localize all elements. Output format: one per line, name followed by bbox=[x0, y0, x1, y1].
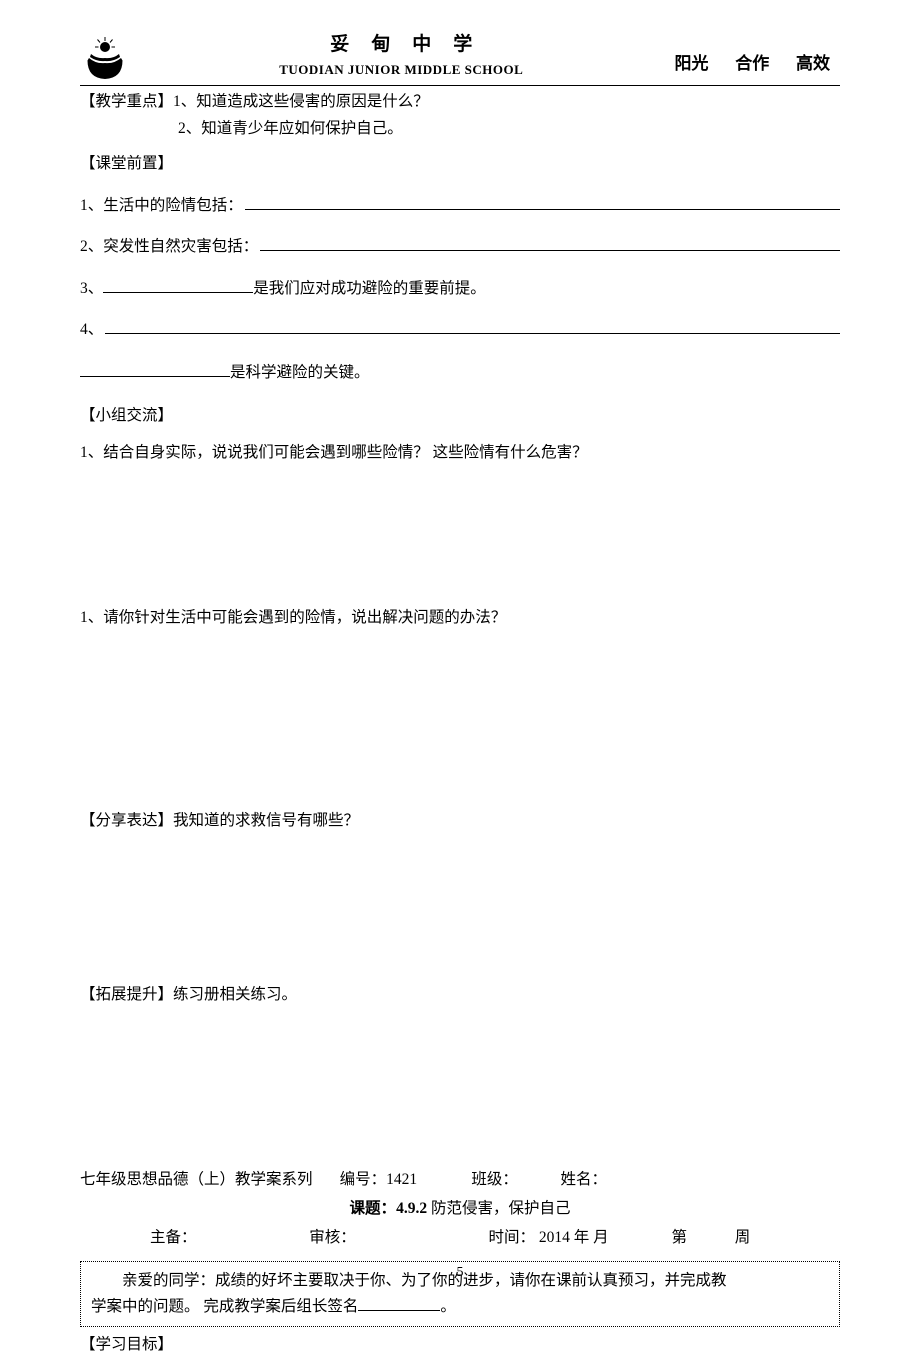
focus-item-2: 2、知道青少年应如何保护自己。 bbox=[178, 120, 403, 137]
notice-line-2: 学案中的问题。 完成教学案后组长签名 。 bbox=[91, 1294, 829, 1320]
q3-post: 是我们应对成功避险的重要前提。 bbox=[253, 277, 486, 302]
blank-line bbox=[260, 234, 840, 251]
code-value: 1421 bbox=[386, 1168, 417, 1193]
preclass-label: 【课堂前置】 bbox=[80, 152, 840, 177]
school-motto: 阳光 合作 高效 bbox=[653, 50, 840, 83]
title-label: 课题： bbox=[350, 1200, 397, 1217]
q1-text: 1、生活中的险情包括： bbox=[80, 194, 243, 219]
prep-label: 主备： bbox=[150, 1229, 197, 1246]
question-3: 3、 是我们应对成功避险的重要前提。 bbox=[80, 276, 840, 301]
spacer bbox=[518, 1168, 561, 1193]
blank-inline bbox=[80, 361, 230, 377]
group-discuss-label: 【小组交流】 bbox=[80, 404, 840, 429]
week-pre: 第 bbox=[671, 1229, 687, 1246]
week-post: 周 bbox=[735, 1229, 751, 1246]
class-label: 班级： bbox=[471, 1168, 518, 1193]
q2-text: 2、突发性自然灾害包括： bbox=[80, 235, 258, 260]
question-1: 1、生活中的险情包括： bbox=[80, 193, 840, 219]
blank-inline bbox=[103, 276, 253, 292]
motto-word: 阳光 bbox=[675, 54, 709, 73]
question-4-continued: 是科学避险的关键。 bbox=[80, 361, 840, 386]
school-name-block: 妥甸中学 TUODIAN JUNIOR MIDDLE SCHOOL bbox=[150, 30, 653, 83]
q-text: 请你针对生活中可能会遇到的险情，说出解决问题的办法？ bbox=[103, 609, 506, 626]
title-text: 防范侵害，保护自己 bbox=[431, 1200, 571, 1217]
meta-row-2: 主备： 审核： 时间： 2014 年 月 第 周 bbox=[80, 1226, 840, 1251]
code-label: 编号： bbox=[340, 1168, 387, 1193]
meta-row-1: 七年级思想品德（上）教学案系列 编号： 1421 班级： 姓名： bbox=[80, 1168, 840, 1193]
section-label: 【分享表达】 bbox=[80, 812, 173, 829]
extend-section: 【拓展提升】练习册相关练习。 bbox=[80, 983, 840, 1008]
review-label: 审核： bbox=[309, 1229, 356, 1246]
page-number: 5 bbox=[0, 1262, 920, 1284]
time-label: 时间： bbox=[489, 1229, 536, 1246]
q4-cont-post: 是科学避险的关键。 bbox=[230, 361, 370, 386]
spacer bbox=[313, 1168, 340, 1193]
blank-line bbox=[105, 317, 840, 334]
q4-pre: 4、 bbox=[80, 318, 103, 343]
notice-line-2b: 。 bbox=[440, 1298, 456, 1315]
teaching-focus-line-1: 【教学重点】1、知道造成这些侵害的原因是什么？ bbox=[80, 90, 840, 115]
series-name: 七年级思想品德（上）教学案系列 bbox=[80, 1168, 313, 1193]
goal-label: 【学习目标】 bbox=[80, 1333, 840, 1358]
motto-word: 合作 bbox=[735, 54, 769, 73]
teaching-focus-line-2: 2、知道青少年应如何保护自己。 bbox=[80, 117, 840, 142]
notice-line-2a: 学案中的问题。 完成教学案后组长签名 bbox=[91, 1298, 358, 1315]
blank-line bbox=[245, 193, 840, 210]
section-label: 【教学重点】 bbox=[80, 93, 173, 110]
share-text: 我知道的求救信号有哪些？ bbox=[173, 812, 359, 829]
share-section: 【分享表达】我知道的求救信号有哪些？ bbox=[80, 809, 840, 834]
extend-text: 练习册相关练习。 bbox=[173, 986, 297, 1003]
name-label: 姓名： bbox=[561, 1168, 608, 1193]
spacer bbox=[417, 1168, 471, 1193]
school-logo bbox=[80, 33, 130, 83]
motto-word: 高效 bbox=[796, 54, 830, 73]
lesson-title-row: 课题：4.9.2 防范侵害，保护自己 bbox=[80, 1197, 840, 1222]
question-4: 4、 bbox=[80, 317, 840, 343]
signature-blank bbox=[358, 1295, 440, 1311]
page-header: 妥甸中学 TUODIAN JUNIOR MIDDLE SCHOOL 阳光 合作 … bbox=[80, 30, 840, 86]
focus-item-1: 1、知道造成这些侵害的原因是什么？ bbox=[173, 93, 429, 110]
q3-pre: 3、 bbox=[80, 277, 103, 302]
school-name-cn: 妥甸中学 bbox=[150, 30, 653, 60]
time-value: 2014 年 月 bbox=[539, 1229, 609, 1246]
school-name-en: TUODIAN JUNIOR MIDDLE SCHOOL bbox=[150, 60, 653, 81]
section-label: 【拓展提升】 bbox=[80, 986, 173, 1003]
title-number: 4.9.2 bbox=[396, 1200, 431, 1217]
group-q1: 1、结合自身实际，说说我们可能会遇到哪些险情？ 这些险情有什么危害？ bbox=[80, 441, 840, 466]
group-q2: 1、请你针对生活中可能会遇到的险情，说出解决问题的办法？ bbox=[80, 606, 840, 631]
q-num: 1、 bbox=[80, 609, 103, 626]
question-2: 2、突发性自然灾害包括： bbox=[80, 234, 840, 260]
